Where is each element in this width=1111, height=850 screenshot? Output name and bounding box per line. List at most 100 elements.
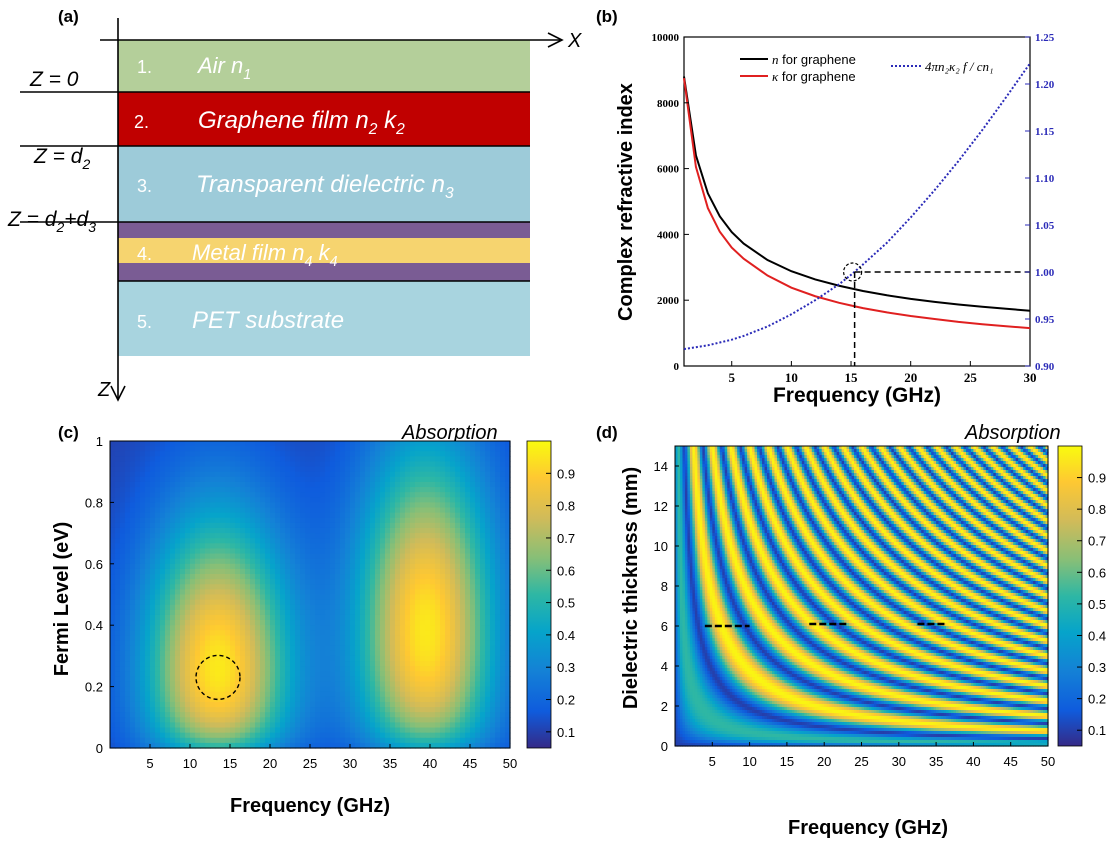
x-tick-label: 10 bbox=[183, 756, 197, 771]
layer-label: Transparent dielectric n3 bbox=[196, 171, 454, 202]
y2-tick-label: 1.00 bbox=[1035, 267, 1055, 279]
x-tick-label: 25 bbox=[303, 756, 317, 771]
panel-c-tag: (c) bbox=[58, 423, 79, 442]
y2-tick-label: 1.20 bbox=[1035, 79, 1055, 91]
panel-b-tag: (b) bbox=[596, 7, 618, 26]
colorbar bbox=[1058, 446, 1082, 746]
colorbar-tick-label: 0.9 bbox=[557, 466, 575, 481]
x-tick-label: 25 bbox=[964, 370, 978, 385]
layer-number: 3. bbox=[137, 176, 152, 196]
y-tick-label: 0.6 bbox=[85, 557, 103, 572]
x-tick-label: 30 bbox=[343, 756, 357, 771]
colorbar-tick-label: 0.2 bbox=[557, 693, 575, 708]
y2-tick-label: 1.05 bbox=[1035, 220, 1055, 232]
colorbar-tick-label: 0.1 bbox=[557, 725, 575, 740]
legend-k-label: κ for graphene bbox=[772, 69, 856, 84]
y-tick-label: 0.4 bbox=[85, 618, 103, 633]
colorbar-tick-label: 0.9 bbox=[1088, 471, 1106, 486]
y-tick-label: 0 bbox=[96, 741, 103, 756]
x-tick-label: 50 bbox=[1041, 754, 1055, 769]
x-tick-label: 15 bbox=[223, 756, 237, 771]
y-axis-title: Fermi Level (eV) bbox=[51, 522, 73, 677]
x-tick-label: 5 bbox=[709, 754, 716, 769]
y2-tick-label: 1.15 bbox=[1035, 126, 1055, 138]
plot-frame bbox=[684, 37, 1030, 366]
x-tick-label: 35 bbox=[383, 756, 397, 771]
y-tick-label: 10 bbox=[654, 539, 668, 554]
x-tick-label: 40 bbox=[423, 756, 437, 771]
layer-label: PET substrate bbox=[192, 307, 344, 334]
y-tick-label: 1 bbox=[96, 434, 103, 449]
x-tick-label: 25 bbox=[854, 754, 868, 769]
y2-tick-label: 1.25 bbox=[1035, 32, 1055, 44]
y-tick-label: 0.8 bbox=[85, 495, 103, 510]
x-tick-label: 40 bbox=[966, 754, 980, 769]
x-tick-label: 35 bbox=[929, 754, 943, 769]
colorbar-tick-label: 0.1 bbox=[1088, 723, 1106, 738]
colorbar-tick-label: 0.7 bbox=[1088, 534, 1106, 549]
y-tick-label: 0 bbox=[674, 361, 680, 373]
y2-tick-label: 0.95 bbox=[1035, 314, 1055, 326]
y-tick-label: 0 bbox=[661, 739, 668, 754]
x-tick-label: 10 bbox=[785, 370, 798, 385]
panel-b-line-chart: (b) 5 10 15 20 25 3002000400060008000100000.9… bbox=[596, 7, 1055, 407]
y-tick-label: 6 bbox=[661, 619, 668, 634]
panel-a-tag: (a) bbox=[58, 7, 79, 26]
x-axis-label: X bbox=[567, 30, 582, 52]
x-tick-label: 20 bbox=[263, 756, 277, 771]
colorbar-tick-label: 0.8 bbox=[1088, 502, 1106, 517]
series-line bbox=[684, 76, 1030, 310]
colorbar-tick-label: 0.6 bbox=[557, 563, 575, 578]
y2-tick-label: 1.10 bbox=[1035, 173, 1055, 185]
legend: n for graphene κ for graphene 4πn₂κ₂ f /… bbox=[740, 52, 994, 84]
y-tick-label: 10000 bbox=[652, 32, 680, 44]
colorbar-tick-label: 0.6 bbox=[1088, 565, 1106, 580]
colorbar-tick-label: 0.3 bbox=[1088, 660, 1106, 675]
y-tick-label: 8000 bbox=[657, 98, 680, 110]
colorbar-tick-label: 0.8 bbox=[557, 499, 575, 514]
x-tick-label: 50 bbox=[503, 756, 517, 771]
y2-tick-label: 0.90 bbox=[1035, 361, 1055, 373]
y-tick-label: 0.2 bbox=[85, 680, 103, 695]
layer-number: 2. bbox=[134, 112, 149, 132]
x-tick-label: 45 bbox=[463, 756, 477, 771]
zd23-label: Z = d2+d3 bbox=[7, 208, 96, 235]
colorbar-tick-label: 0.3 bbox=[557, 660, 575, 675]
zd2-label: Z = d2 bbox=[33, 145, 90, 172]
layer-number: 1. bbox=[137, 57, 152, 77]
x-axis-title: Frequency (GHz) bbox=[773, 384, 941, 407]
layer-metal-border-top bbox=[118, 222, 530, 238]
y-tick-label: 6000 bbox=[657, 164, 680, 176]
y-tick-label: 14 bbox=[654, 459, 668, 474]
y-axis-title: Dielectric thickness (mm) bbox=[620, 467, 642, 709]
colorbar-tick-label: 0.7 bbox=[557, 531, 575, 546]
layer-number: 5. bbox=[137, 312, 152, 332]
y-tick-label: 8 bbox=[661, 579, 668, 594]
y-axis-title: Complex refractive index bbox=[615, 83, 637, 321]
colorbar-tick-label: 0.5 bbox=[1088, 597, 1106, 612]
legend-n-label: n for graphene bbox=[772, 52, 856, 67]
x-axis-title: Frequency (GHz) bbox=[230, 795, 390, 817]
legend-abs-label: 4πn₂κ₂ f / cn₁ bbox=[925, 59, 994, 74]
y-tick-label: 4 bbox=[661, 659, 668, 674]
x-tick-label: 15 bbox=[845, 370, 859, 385]
x-tick-label: 5 bbox=[728, 370, 735, 385]
y-tick-label: 2000 bbox=[657, 295, 680, 307]
layer-metal-border-bottom bbox=[118, 263, 530, 281]
panel-d-tag: (d) bbox=[596, 423, 618, 442]
x-axis-title: Frequency (GHz) bbox=[788, 817, 948, 839]
colorbar-tick-label: 0.4 bbox=[557, 628, 575, 643]
layer-air bbox=[118, 40, 530, 92]
colorbar-title: Absorption bbox=[964, 422, 1061, 444]
x-tick-label: 45 bbox=[1003, 754, 1017, 769]
z-axis-label: Z bbox=[97, 379, 111, 401]
y-tick-label: 12 bbox=[654, 499, 668, 514]
colorbar-tick-label: 0.2 bbox=[1088, 692, 1106, 707]
x-tick-label: 15 bbox=[780, 754, 794, 769]
z0-label: Z = 0 bbox=[29, 68, 79, 91]
panel-a-layer-diagram: (a) X Z Z = 0 Z = d2 Z = d2+d3 1. Air n12… bbox=[7, 7, 582, 401]
x-tick-label: 30 bbox=[892, 754, 906, 769]
colorbar-tick-label: 0.4 bbox=[1088, 628, 1106, 643]
x-tick-label: 20 bbox=[817, 754, 831, 769]
